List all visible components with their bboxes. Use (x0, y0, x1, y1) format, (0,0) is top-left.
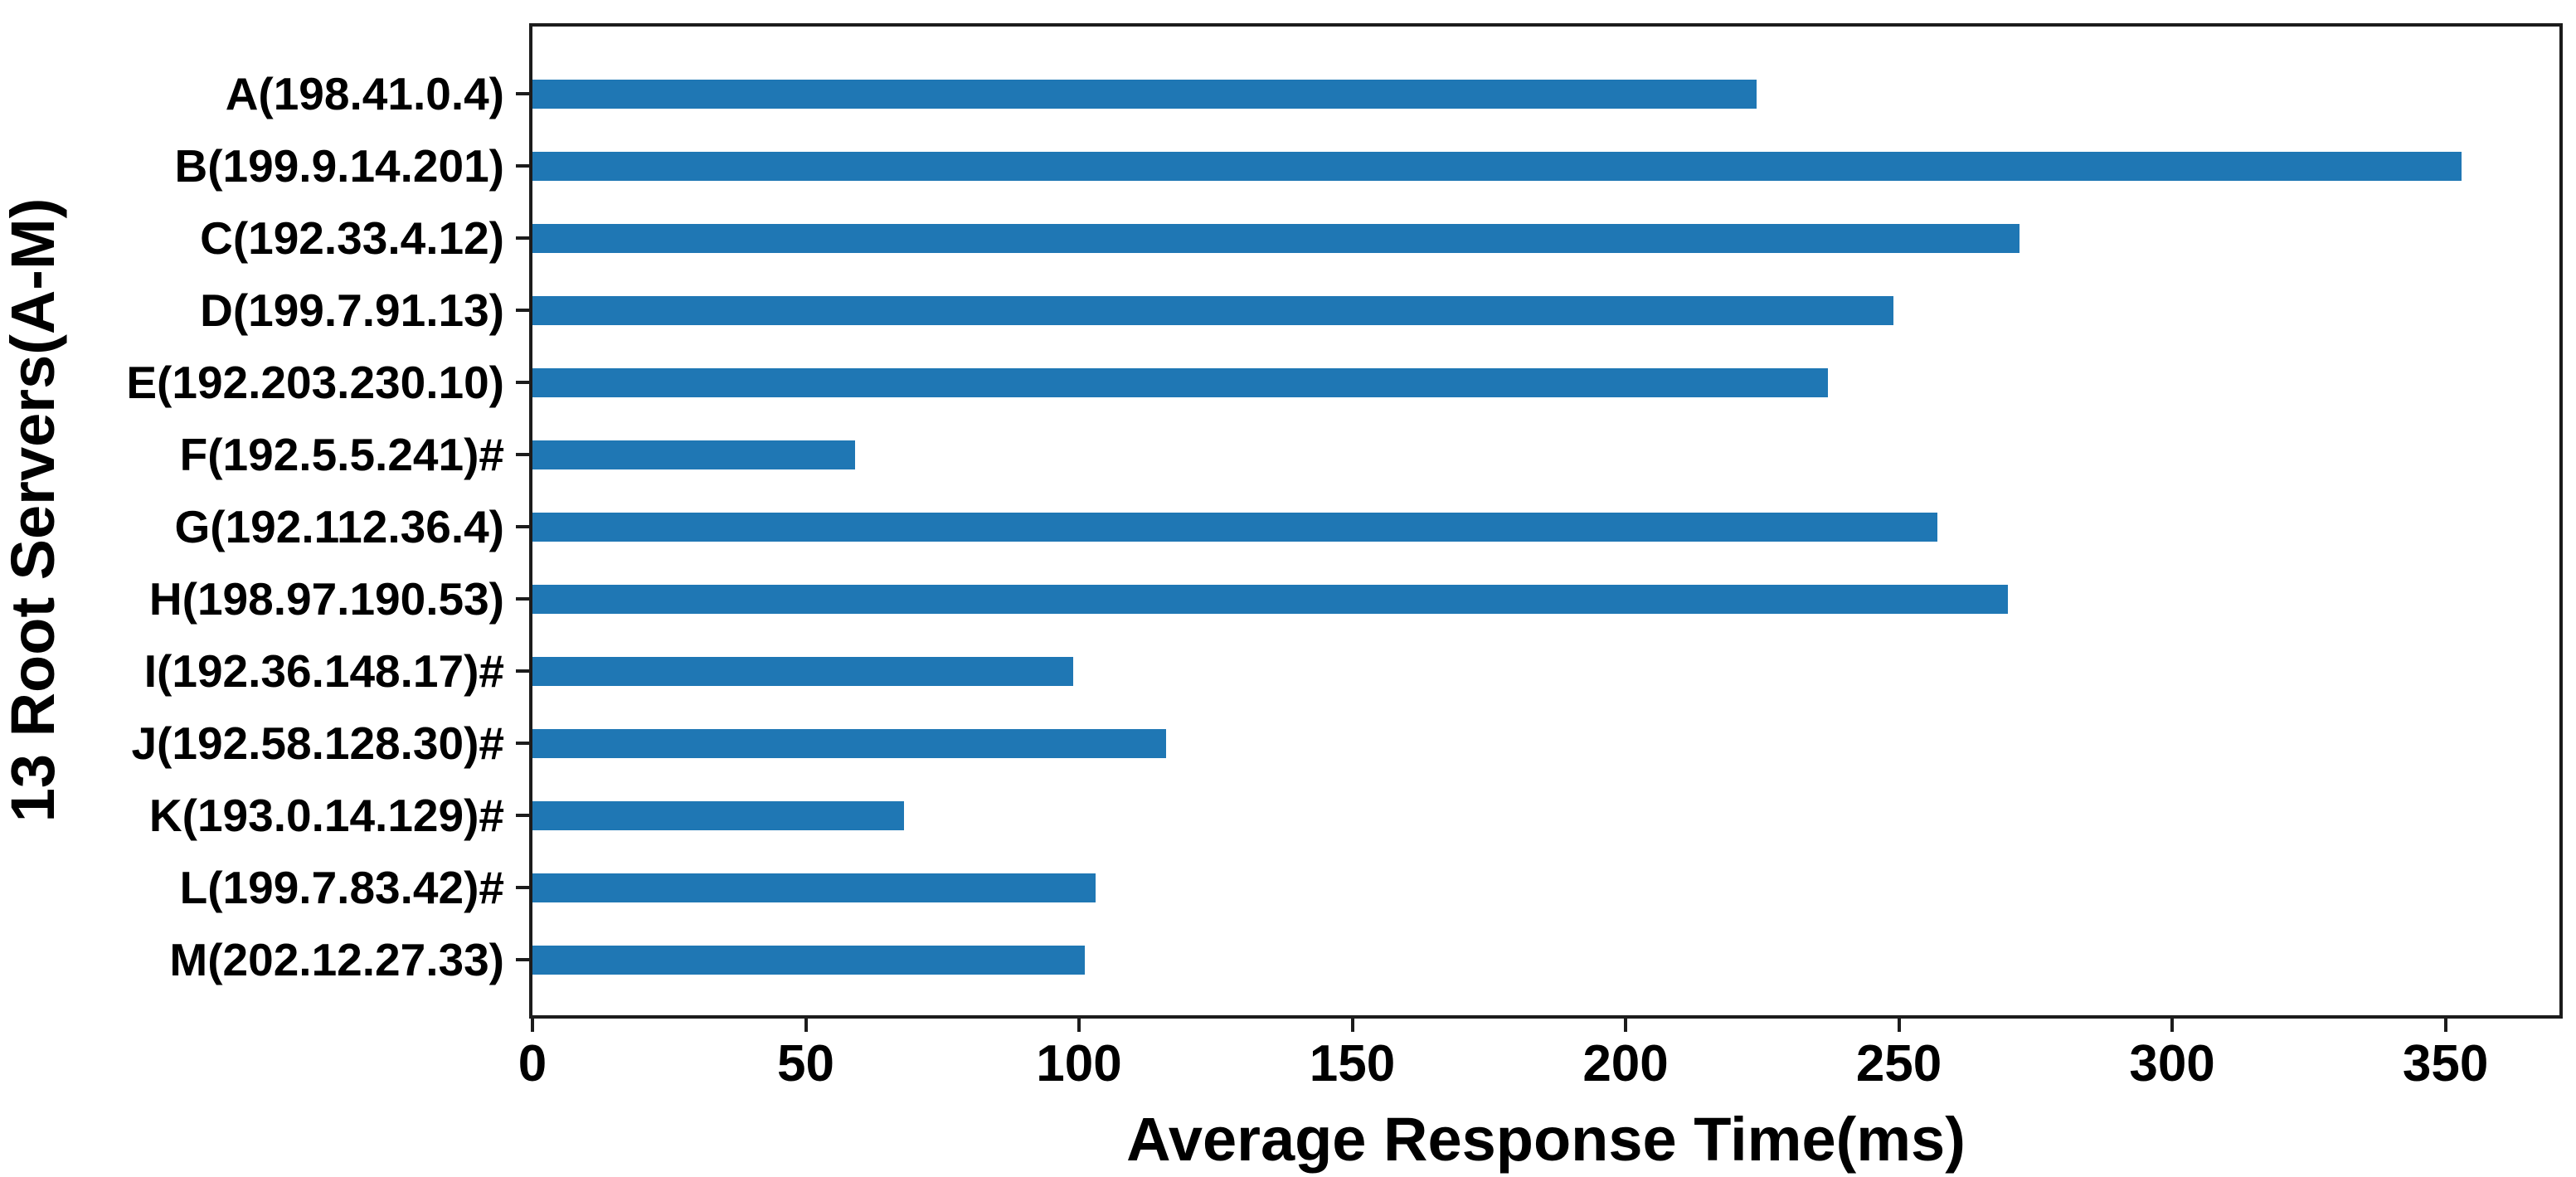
bar (532, 151, 2462, 181)
y-tick-mark (516, 309, 529, 312)
y-tick-label: A(198.41.0.4) (225, 68, 504, 119)
y-tick-mark (516, 453, 529, 456)
bar (532, 440, 855, 469)
y-tick-mark (516, 814, 529, 817)
x-tick-label: 250 (1855, 1035, 1942, 1092)
y-tick-mark (516, 381, 529, 384)
bar (532, 584, 2009, 614)
bar (532, 873, 1096, 902)
y-tick-mark (516, 669, 529, 673)
y-tick-label: C(192.33.4.12) (200, 212, 504, 264)
x-tick-mark (531, 1019, 534, 1032)
x-tick-label: 50 (777, 1035, 834, 1092)
y-tick-label: K(193.0.14.129)# (148, 790, 504, 841)
x-tick-label: 150 (1309, 1035, 1396, 1092)
y-tick-label: M(202.12.27.33) (169, 934, 504, 985)
y-tick-mark (516, 236, 529, 240)
y-tick-mark (516, 92, 529, 95)
y-tick-label: D(199.7.91.13) (200, 285, 504, 336)
y-tick-mark (516, 742, 529, 745)
y-tick-label: E(192.203.230.10) (126, 357, 504, 408)
x-tick-mark (1624, 1019, 1628, 1032)
x-tick-label: 0 (518, 1035, 547, 1092)
x-tick-label: 200 (1582, 1035, 1669, 1092)
y-tick-label: I(192.36.148.17)# (143, 645, 504, 697)
bar (532, 656, 1074, 686)
y-tick-label: B(199.9.14.201) (174, 140, 505, 192)
bar (532, 295, 1893, 325)
bar (532, 223, 2019, 253)
bar (532, 79, 1757, 109)
x-tick-mark (804, 1019, 808, 1032)
bar (532, 800, 905, 830)
x-tick-mark (1897, 1019, 1901, 1032)
y-tick-mark (516, 164, 529, 168)
y-tick-mark (516, 958, 529, 961)
y-tick-label: H(198.97.190.53) (148, 573, 504, 625)
y-tick-mark (516, 525, 529, 528)
y-tick-label: G(192.112.36.4) (174, 501, 504, 552)
y-tick-label: F(192.5.5.241)# (179, 429, 504, 480)
bar (532, 367, 1828, 397)
y-tick-mark (516, 597, 529, 601)
x-tick-label: 300 (2129, 1035, 2215, 1092)
y-tick-mark (516, 886, 529, 889)
y-tick-label: L(199.7.83.42)# (179, 862, 504, 913)
y-tick-label: J(192.58.128.30)# (131, 717, 504, 769)
x-tick-mark (1077, 1019, 1081, 1032)
plot-area (529, 23, 2563, 1019)
bar (532, 512, 1937, 542)
bar (532, 728, 1167, 758)
x-tick-label: 100 (1036, 1035, 1122, 1092)
x-tick-mark (1350, 1019, 1354, 1032)
x-tick-label: 350 (2402, 1035, 2489, 1092)
x-tick-mark (2443, 1019, 2447, 1032)
x-axis-title: Average Response Time(ms) (1126, 1105, 1966, 1174)
bar (532, 945, 1085, 975)
x-tick-mark (2170, 1019, 2175, 1032)
